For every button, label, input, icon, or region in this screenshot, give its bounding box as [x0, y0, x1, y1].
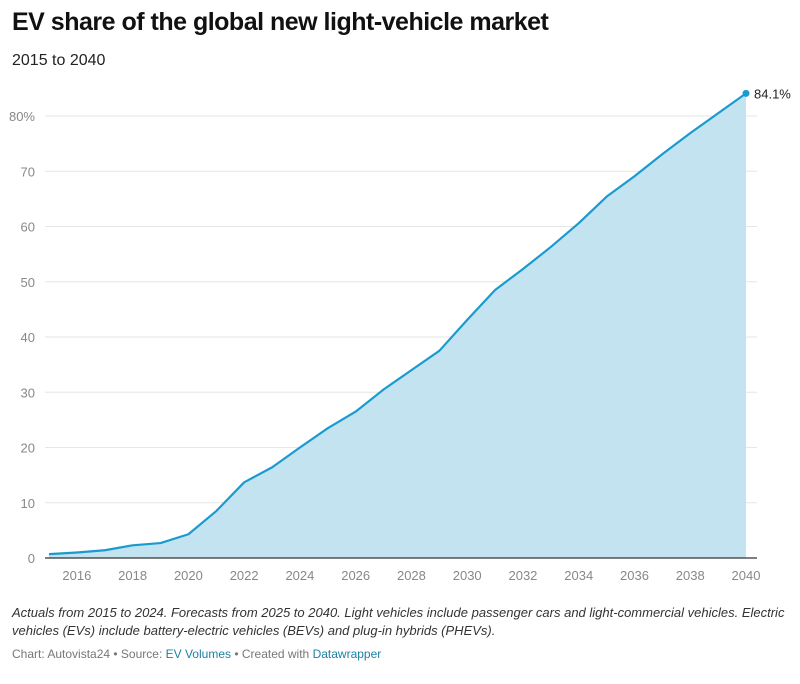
chart-notes: Actuals from 2015 to 2024. Forecasts fro…: [12, 605, 785, 638]
x-tick-label: 2038: [676, 568, 705, 583]
chart-title: EV share of the global new light-vehicle…: [12, 8, 549, 36]
y-tick-label: 40: [21, 330, 35, 345]
x-tick-label: 2024: [285, 568, 314, 583]
end-value-label: 84.1%: [754, 86, 791, 101]
y-tick-label: 30: [21, 385, 35, 400]
y-tick-label: 80%: [9, 109, 35, 124]
byline-created-text: • Created with: [231, 647, 313, 661]
x-tick-label: 2020: [174, 568, 203, 583]
x-tick-label: 2028: [397, 568, 426, 583]
data-point: [742, 89, 750, 97]
y-tick-label: 10: [21, 496, 35, 511]
x-tick-label: 2016: [62, 568, 91, 583]
x-tick-label: 2034: [564, 568, 593, 583]
x-tick-label: 2032: [508, 568, 537, 583]
y-tick-label: 50: [21, 275, 35, 290]
x-tick-label: 2018: [118, 568, 147, 583]
y-tick-label: 20: [21, 441, 35, 456]
area-fill: [49, 93, 746, 558]
x-tick-label: 2030: [453, 568, 482, 583]
datawrapper-link[interactable]: Datawrapper: [312, 647, 382, 661]
x-tick-label: 2026: [341, 568, 370, 583]
x-tick-label: 2036: [620, 568, 649, 583]
x-tick-label: 2040: [732, 568, 761, 583]
x-tick-label: 2022: [230, 568, 259, 583]
y-tick-label: 60: [21, 220, 35, 235]
y-tick-label: 70: [21, 164, 35, 179]
byline-source-text: Chart: Autovista24 • Source:: [12, 647, 166, 661]
byline: Chart: Autovista24 • Source: EV Volumes …: [12, 647, 381, 661]
y-tick-label: 0: [28, 551, 35, 566]
chart-subtitle: 2015 to 2040: [12, 52, 106, 69]
source-link[interactable]: EV Volumes: [165, 647, 231, 661]
series-line: [48, 92, 747, 556]
